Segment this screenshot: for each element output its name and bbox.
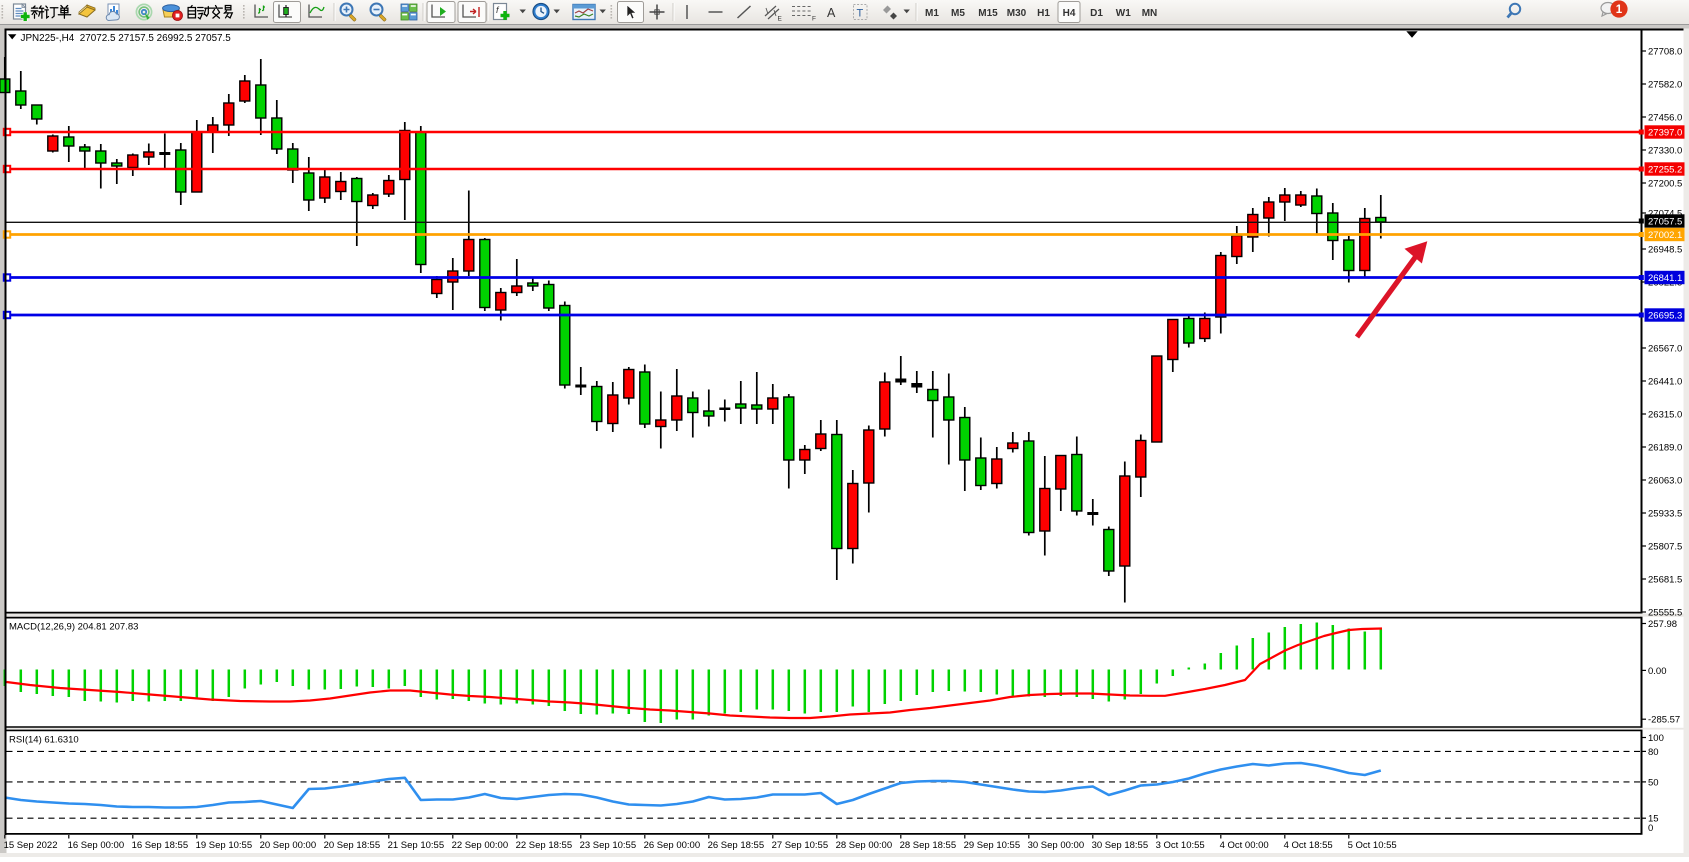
- svg-text:5 Oct 10:55: 5 Oct 10:55: [1348, 840, 1397, 851]
- svg-text:21 Sep 10:55: 21 Sep 10:55: [388, 840, 445, 851]
- svg-text:25555.5: 25555.5: [1648, 607, 1682, 618]
- svg-text:0: 0: [1648, 823, 1653, 834]
- svg-text:MN: MN: [1142, 8, 1158, 19]
- svg-text:25681.5: 25681.5: [1648, 574, 1682, 585]
- svg-text:0.00: 0.00: [1648, 666, 1667, 677]
- svg-text:50: 50: [1648, 777, 1659, 788]
- svg-text:27200.5: 27200.5: [1648, 178, 1682, 189]
- svg-text:26189.0: 26189.0: [1648, 442, 1682, 453]
- svg-text:28 Sep 00:00: 28 Sep 00:00: [836, 840, 893, 851]
- svg-text:D1: D1: [1090, 8, 1103, 19]
- svg-text:27582.0: 27582.0: [1648, 79, 1682, 90]
- svg-text:RSI(14) 61.6310: RSI(14) 61.6310: [9, 735, 79, 746]
- svg-text:27002.1: 27002.1: [1648, 230, 1682, 241]
- svg-text:16 Sep 18:55: 16 Sep 18:55: [132, 840, 189, 851]
- svg-text:26441.0: 26441.0: [1648, 376, 1682, 387]
- svg-text:25933.5: 25933.5: [1648, 508, 1682, 519]
- svg-text:27057.5: 27057.5: [1648, 216, 1682, 227]
- svg-text:A: A: [827, 6, 836, 20]
- svg-text:H1: H1: [1037, 8, 1050, 19]
- svg-text:15 Sep 2022: 15 Sep 2022: [4, 840, 58, 851]
- svg-text:25807.5: 25807.5: [1648, 541, 1682, 552]
- svg-text:E: E: [778, 16, 783, 23]
- svg-text:20 Sep 00:00: 20 Sep 00:00: [260, 840, 317, 851]
- svg-text:27 Sep 10:55: 27 Sep 10:55: [772, 840, 829, 851]
- svg-text:27330.0: 27330.0: [1648, 145, 1682, 156]
- svg-text:F: F: [812, 16, 816, 23]
- svg-text:29 Sep 10:55: 29 Sep 10:55: [964, 840, 1021, 851]
- svg-text:1: 1: [1616, 4, 1623, 16]
- svg-text:27708.0: 27708.0: [1648, 46, 1682, 57]
- svg-text:100: 100: [1648, 733, 1664, 744]
- svg-text:257.98: 257.98: [1648, 619, 1677, 630]
- svg-text:27456.0: 27456.0: [1648, 112, 1682, 123]
- svg-text:MACD(12,26,9) 204.81 207.83: MACD(12,26,9) 204.81 207.83: [9, 622, 138, 633]
- svg-text:M1: M1: [925, 8, 939, 19]
- svg-text:26948.5: 26948.5: [1648, 244, 1682, 255]
- svg-text:27397.0: 27397.0: [1648, 127, 1682, 138]
- svg-text:26567.0: 26567.0: [1648, 343, 1682, 354]
- svg-text:M15: M15: [978, 8, 998, 19]
- svg-text:26 Sep 18:55: 26 Sep 18:55: [708, 840, 765, 851]
- svg-text:T: T: [857, 8, 864, 20]
- svg-text:26063.0: 26063.0: [1648, 475, 1682, 486]
- svg-text:22 Sep 00:00: 22 Sep 00:00: [452, 840, 509, 851]
- svg-text:22 Sep 18:55: 22 Sep 18:55: [516, 840, 573, 851]
- svg-text:26315.0: 26315.0: [1648, 409, 1682, 420]
- svg-text:26 Sep 00:00: 26 Sep 00:00: [644, 840, 701, 851]
- svg-text:4 Oct 00:00: 4 Oct 00:00: [1220, 840, 1269, 851]
- svg-text:30 Sep 00:00: 30 Sep 00:00: [1028, 840, 1085, 851]
- svg-text:M5: M5: [951, 8, 965, 19]
- svg-text:20 Sep 18:55: 20 Sep 18:55: [324, 840, 381, 851]
- svg-text:27255.2: 27255.2: [1648, 164, 1682, 175]
- svg-text:23 Sep 10:55: 23 Sep 10:55: [580, 840, 637, 851]
- svg-text:26841.1: 26841.1: [1648, 273, 1682, 284]
- svg-text:26695.3: 26695.3: [1648, 310, 1682, 321]
- svg-text:M30: M30: [1007, 8, 1027, 19]
- svg-text:19 Sep 10:55: 19 Sep 10:55: [196, 840, 253, 851]
- svg-text:4 Oct 18:55: 4 Oct 18:55: [1284, 840, 1333, 851]
- svg-text:80: 80: [1648, 747, 1659, 758]
- svg-text:-285.57: -285.57: [1648, 715, 1680, 726]
- svg-text:30 Sep 18:55: 30 Sep 18:55: [1092, 840, 1149, 851]
- svg-text:28 Sep 18:55: 28 Sep 18:55: [900, 840, 957, 851]
- svg-text:W1: W1: [1116, 8, 1131, 19]
- svg-text:H4: H4: [1063, 8, 1076, 19]
- svg-text:16 Sep 00:00: 16 Sep 00:00: [68, 840, 125, 851]
- svg-text:JPN225-,H4 27072.5 27157.5 26: JPN225-,H4 27072.5 27157.5 26992.5 27057…: [21, 33, 232, 44]
- svg-text:3 Oct 10:55: 3 Oct 10:55: [1156, 840, 1205, 851]
